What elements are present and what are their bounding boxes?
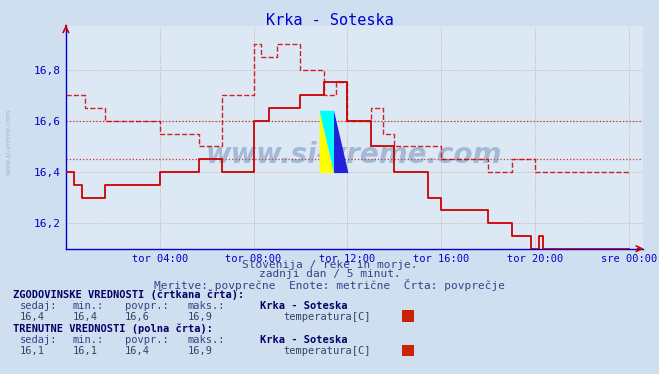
Text: temperatura[C]: temperatura[C] xyxy=(283,312,371,322)
Text: temperatura[C]: temperatura[C] xyxy=(283,346,371,356)
Text: sedaj:: sedaj: xyxy=(20,335,57,345)
Text: sedaj:: sedaj: xyxy=(20,301,57,311)
Text: Meritve: povprečne  Enote: metrične  Črta: povprečje: Meritve: povprečne Enote: metrične Črta:… xyxy=(154,279,505,291)
Text: 16,6: 16,6 xyxy=(125,312,150,322)
Text: zadnji dan / 5 minut.: zadnji dan / 5 minut. xyxy=(258,269,401,279)
Text: povpr.:: povpr.: xyxy=(125,335,169,345)
Text: Krka - Soteska: Krka - Soteska xyxy=(266,13,393,28)
Polygon shape xyxy=(320,111,334,173)
Text: min.:: min.: xyxy=(72,335,103,345)
Text: Slovenija / reke in morje.: Slovenija / reke in morje. xyxy=(242,260,417,270)
Text: Krka - Soteska: Krka - Soteska xyxy=(260,301,348,311)
Text: povpr.:: povpr.: xyxy=(125,301,169,311)
Text: www.si-vreme.com: www.si-vreme.com xyxy=(5,109,11,175)
Text: Krka - Soteska: Krka - Soteska xyxy=(260,335,348,345)
Text: 16,1: 16,1 xyxy=(20,346,45,356)
Text: 16,4: 16,4 xyxy=(125,346,150,356)
Text: TRENUTNE VREDNOSTI (polna črta):: TRENUTNE VREDNOSTI (polna črta): xyxy=(13,324,213,334)
Text: 16,4: 16,4 xyxy=(20,312,45,322)
Text: min.:: min.: xyxy=(72,301,103,311)
Text: 16,9: 16,9 xyxy=(188,346,213,356)
Text: 16,1: 16,1 xyxy=(72,346,98,356)
Text: 16,4: 16,4 xyxy=(72,312,98,322)
Text: maks.:: maks.: xyxy=(188,335,225,345)
Text: ZGODOVINSKE VREDNOSTI (črtkana črta):: ZGODOVINSKE VREDNOSTI (črtkana črta): xyxy=(13,290,244,300)
Text: maks.:: maks.: xyxy=(188,301,225,311)
Text: 16,9: 16,9 xyxy=(188,312,213,322)
Polygon shape xyxy=(334,111,349,173)
Text: www.si-vreme.com: www.si-vreme.com xyxy=(206,141,502,169)
Polygon shape xyxy=(320,111,334,173)
